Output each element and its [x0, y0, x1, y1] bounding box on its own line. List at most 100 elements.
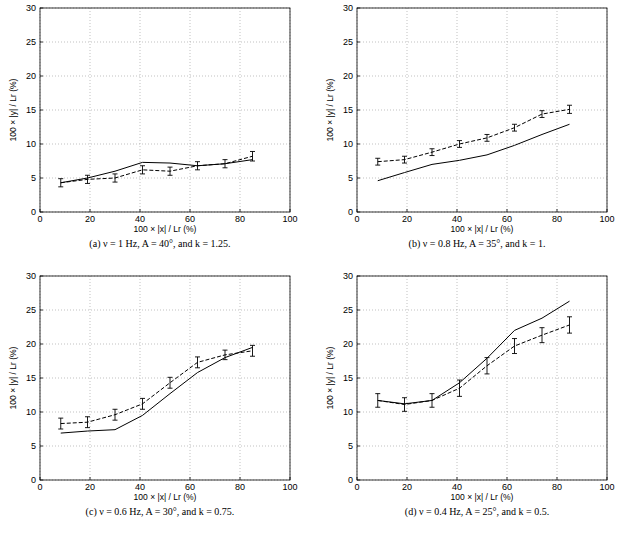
tick	[407, 477, 408, 480]
grid-line	[357, 144, 607, 145]
tick-label: 15	[343, 373, 353, 383]
tick	[40, 144, 43, 145]
series-line	[61, 156, 253, 183]
tick-label: 100	[599, 482, 614, 492]
tick-label: 25	[26, 37, 36, 47]
tick	[357, 76, 360, 77]
grid-line	[40, 110, 290, 111]
error-bar	[113, 174, 118, 182]
tick-label: 0	[354, 214, 359, 224]
tick-label: 20	[343, 339, 353, 349]
error-bar	[195, 162, 200, 170]
y-axis-label: 100 × |y| / Lr (%)	[325, 346, 335, 409]
tick-label: 100	[282, 214, 297, 224]
x-axis-label: 100 × |x| / Lr (%)	[451, 492, 514, 502]
tick-label: 10	[343, 139, 353, 149]
tick-label: 80	[235, 482, 245, 492]
y-axis-label: 100 × |y| / Lr (%)	[8, 346, 18, 409]
plot-frame	[357, 276, 607, 480]
tick-label: 0	[31, 475, 36, 485]
plot-frame	[357, 8, 607, 212]
error-bar	[223, 160, 228, 168]
tick-label: 0	[31, 207, 36, 217]
error-bar	[512, 339, 517, 354]
tick	[357, 310, 360, 311]
tick-label: 30	[26, 271, 36, 281]
tick-label: 0	[348, 207, 353, 217]
data-area	[375, 105, 572, 180]
tick-label: 15	[26, 373, 36, 383]
tick-label: 100	[599, 214, 614, 224]
tick-label: 60	[502, 482, 512, 492]
panel: 020406080100051015202530100 × |x| / Lr (…	[325, 271, 615, 518]
tick	[40, 344, 43, 345]
tick-label: 0	[354, 482, 359, 492]
tick	[357, 144, 360, 145]
grid-line	[40, 178, 290, 179]
grid-line	[407, 8, 408, 212]
tick	[357, 378, 360, 379]
tick	[357, 42, 360, 43]
error-bar	[375, 394, 380, 408]
error-bar	[457, 141, 462, 148]
tick	[240, 209, 241, 212]
tick	[190, 477, 191, 480]
error-bar	[250, 345, 255, 356]
tick	[357, 110, 360, 111]
tick-label: 40	[135, 214, 145, 224]
tick-label: 20	[402, 214, 412, 224]
error-bar	[567, 317, 572, 333]
tick-label: 40	[452, 482, 462, 492]
grid-line	[40, 378, 290, 379]
grid-line	[357, 42, 607, 43]
error-bar	[457, 380, 462, 396]
error-bar	[402, 398, 407, 412]
tick	[357, 446, 360, 447]
tick	[40, 378, 43, 379]
tick-label: 0	[348, 475, 353, 485]
error-bar	[58, 179, 63, 187]
grid-line	[357, 446, 607, 447]
x-axis-label: 100 × |x| / Lr (%)	[451, 224, 514, 234]
tick	[90, 477, 91, 480]
tick	[40, 42, 43, 43]
x-axis-label: 100 × |x| / Lr (%)	[134, 492, 197, 502]
tick	[507, 477, 508, 480]
tick-label: 5	[31, 173, 36, 183]
grid-line	[40, 412, 290, 413]
error-bar	[375, 158, 380, 165]
grid-line	[40, 310, 290, 311]
series-line	[378, 109, 570, 161]
tick-label: 60	[185, 482, 195, 492]
grid-line	[357, 178, 607, 179]
tick-label: 20	[85, 214, 95, 224]
tick-label: 5	[31, 441, 36, 451]
tick-label: 30	[26, 3, 36, 13]
grid-line	[40, 446, 290, 447]
tick	[40, 412, 43, 413]
error-bar	[485, 358, 490, 374]
tick	[140, 209, 141, 212]
tick	[557, 209, 558, 212]
data-area	[58, 151, 255, 186]
error-bar	[540, 328, 545, 343]
tick-label: 30	[343, 3, 353, 13]
tick-label: 60	[502, 214, 512, 224]
tick	[190, 209, 191, 212]
tick	[357, 344, 360, 345]
y-axis-label: 100 × |y| / Lr (%)	[8, 78, 18, 141]
series-line	[378, 325, 570, 405]
tick-label: 10	[26, 407, 36, 417]
tick-label: 60	[185, 214, 195, 224]
error-bar	[540, 111, 545, 118]
grid-line	[357, 378, 607, 379]
error-bar	[85, 417, 90, 428]
error-bar	[485, 134, 490, 141]
error-bar	[85, 175, 90, 183]
tick	[40, 110, 43, 111]
tick-label: 20	[402, 482, 412, 492]
error-bar	[140, 166, 145, 174]
tick	[90, 209, 91, 212]
grid-line	[357, 412, 607, 413]
grid-line	[40, 42, 290, 43]
